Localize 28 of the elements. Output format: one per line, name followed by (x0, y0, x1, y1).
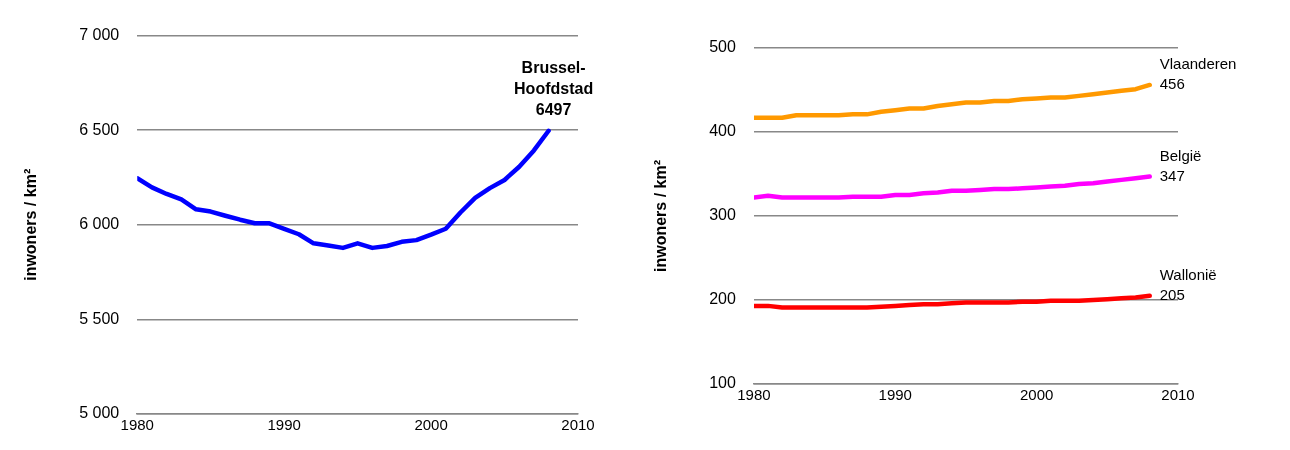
y-tick-label: 6 000 (79, 215, 120, 233)
x-tick-label: 1990 (267, 416, 301, 434)
data-label: 456 (1159, 75, 1185, 93)
data-label: 347 (1159, 166, 1185, 184)
x-tick-label: 2000 (1019, 386, 1054, 404)
text: Brussel-Hoofdstad (514, 59, 594, 98)
x-tick-label: 2010 (1161, 386, 1195, 404)
y-axis-title: inwoners / km² (652, 159, 670, 273)
y-axis-title: inwoners / km² (22, 168, 40, 281)
y-tick-label: 200 (709, 290, 736, 308)
x-tick-label: 1980 (120, 416, 154, 434)
y-tick-label: 6 500 (79, 120, 120, 138)
x-tick-label: 1990 (878, 386, 912, 404)
series-label: Wallonië (1159, 265, 1217, 283)
y-tick-label: 100 (709, 374, 736, 392)
data-label: 205 (1159, 285, 1185, 303)
y-tick-label: 5 500 (79, 309, 120, 327)
series-label: Vlaanderen (1159, 55, 1237, 73)
y-tick-label: 5 000 (79, 404, 120, 422)
y-tick-label: 7 000 (79, 26, 120, 44)
y-tick-label: 300 (709, 206, 736, 224)
x-tick-label: 2000 (414, 416, 448, 434)
x-tick-label: 1980 (737, 386, 771, 404)
data-label: 6497 (535, 101, 572, 119)
series-label: België (1159, 146, 1202, 164)
y-tick-label: 500 (709, 38, 736, 56)
y-tick-label: 400 (709, 122, 736, 140)
x-tick-label: 2010 (561, 416, 595, 434)
